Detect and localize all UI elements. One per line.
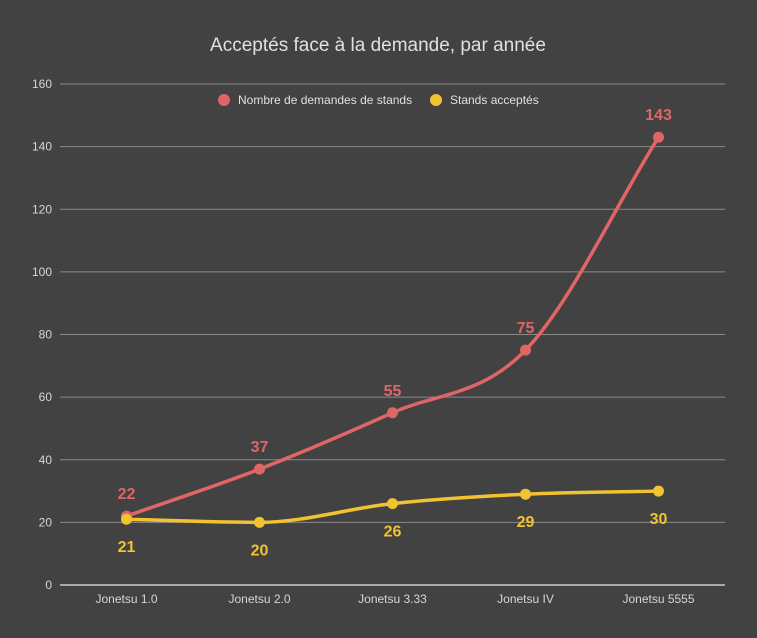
data-label: 37 [251, 439, 269, 456]
x-tick-label: Jonetsu 2.0 [228, 592, 290, 606]
y-axis-ticks: 0 20 40 60 80 100 120 140 160 [32, 77, 52, 592]
series-layer: 22 37 55 75 143 21 20 26 29 30 [118, 107, 672, 559]
gridlines [60, 83, 725, 586]
data-label: 22 [118, 486, 136, 503]
y-tick-label: 140 [32, 140, 52, 154]
legend: Nombre de demandes de stands Stands accep… [218, 93, 539, 107]
y-tick-label: 0 [45, 578, 52, 592]
x-tick-label: Jonetsu 5555 [622, 592, 694, 606]
series-line [124, 135, 661, 518]
legend-label: Stands acceptés [450, 93, 539, 107]
chart-title: Acceptés face à la demande, par année [210, 35, 546, 56]
data-label: 26 [384, 524, 402, 541]
legend-label: Nombre de demandes de stands [238, 93, 412, 107]
legend-item-2: Stands acceptés [430, 93, 539, 107]
y-tick-label: 120 [32, 202, 52, 216]
data-label: 20 [251, 542, 269, 559]
data-point [387, 407, 398, 419]
data-label: 75 [517, 320, 535, 337]
y-tick-label: 80 [39, 328, 53, 342]
data-point [254, 463, 265, 475]
data-point [387, 498, 398, 510]
legend-item-1: Nombre de demandes de stands [218, 93, 412, 107]
legend-marker [430, 94, 442, 106]
y-tick-label: 40 [39, 453, 53, 467]
y-tick-label: 60 [39, 390, 53, 404]
y-tick-label: 100 [32, 265, 52, 279]
data-label: 143 [645, 107, 672, 124]
data-label: 21 [118, 539, 136, 556]
x-tick-label: Jonetsu 1.0 [95, 592, 157, 606]
x-tick-label: Jonetsu IV [497, 592, 554, 606]
data-label: 55 [384, 383, 402, 400]
data-point [520, 344, 531, 356]
data-point [121, 513, 132, 525]
data-point [254, 516, 265, 528]
data-point [653, 131, 664, 143]
data-label: 30 [650, 511, 668, 528]
x-axis-ticks: Jonetsu 1.0 Jonetsu 2.0 Jonetsu 3.33 Jonets… [95, 592, 694, 606]
legend-marker [218, 94, 230, 106]
y-tick-label: 20 [39, 515, 53, 529]
series-2: 21 20 26 29 30 [118, 485, 668, 559]
x-tick-label: Jonetsu 3.33 [358, 592, 427, 606]
data-point [653, 485, 664, 497]
data-label: 29 [517, 514, 535, 531]
y-tick-label: 160 [32, 77, 52, 91]
data-point [520, 488, 531, 500]
